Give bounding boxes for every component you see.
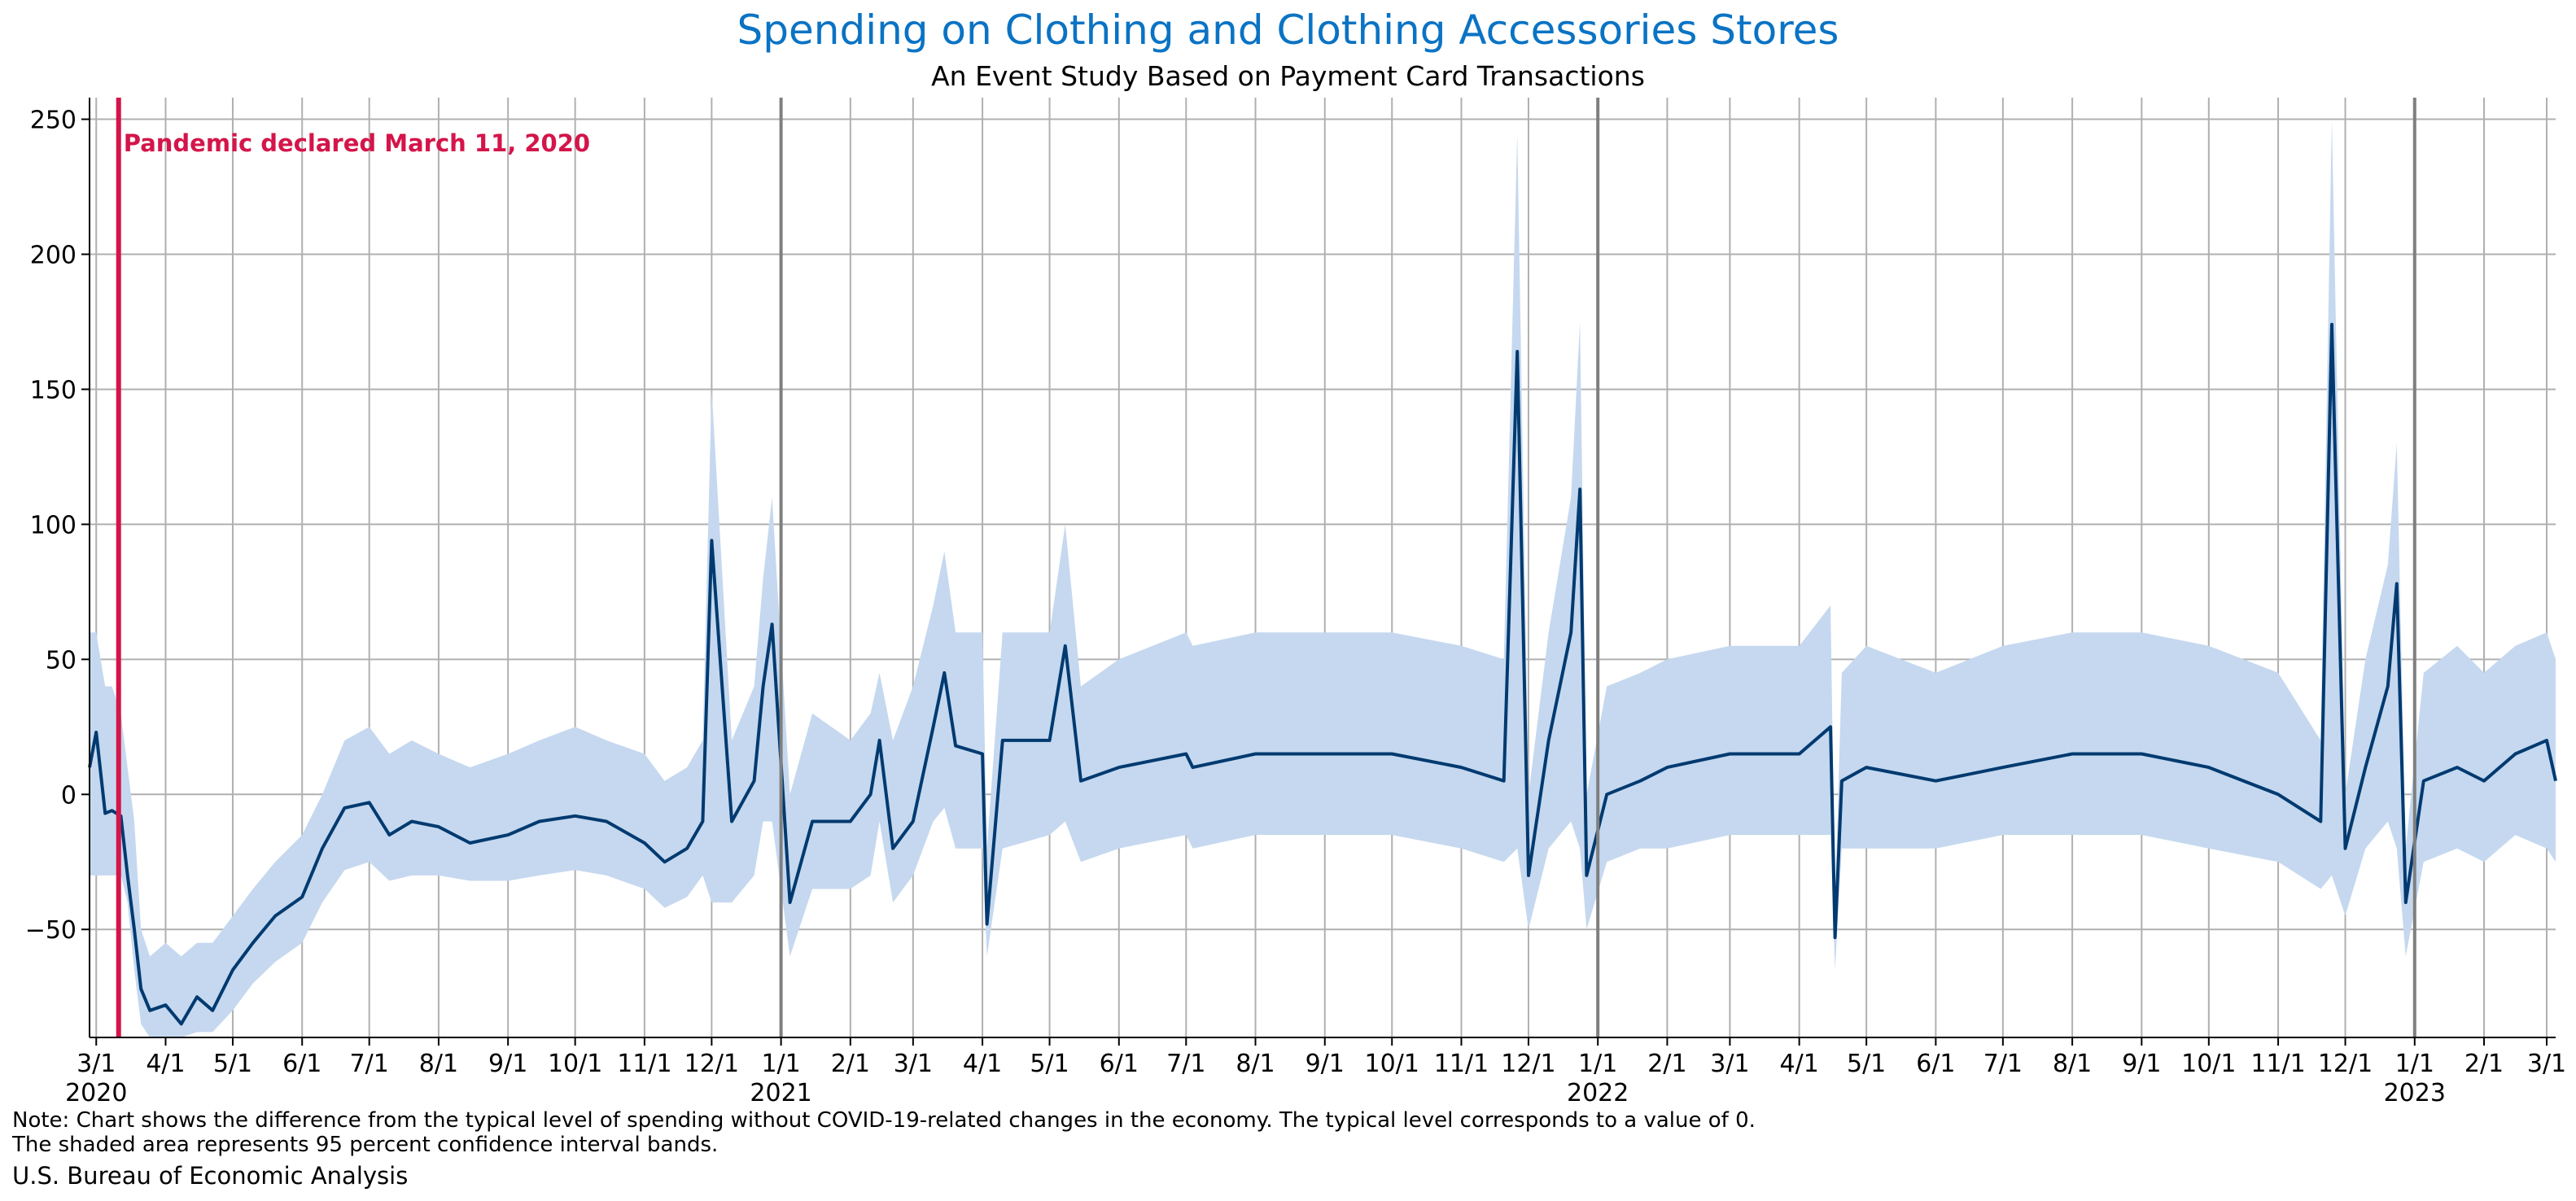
x-tick-label: 11/1: [1434, 1050, 1489, 1078]
x-tick-label: 10/1: [1365, 1050, 1419, 1078]
y-tick-label: 0: [61, 781, 77, 810]
y-tick-label: −50: [25, 916, 77, 945]
x-tick-label: 5/1: [213, 1050, 252, 1078]
x-tick-label: 2/1: [831, 1050, 870, 1078]
x-tick-label: 9/1: [488, 1050, 527, 1078]
x-tick-label: 5/1: [1030, 1050, 1069, 1078]
confidence-band: [90, 119, 2556, 1038]
x-tick-label: 5/1: [1847, 1050, 1886, 1078]
chart-note-line2: The shaded area represents 95 percent co…: [12, 1133, 719, 1157]
x-year-label: 2022: [1567, 1079, 1629, 1107]
axis-layer: −50 0 50 100 150 200 250 3/1 4/1 5/1 6/1 7/1 8/1 9/1 1…: [25, 98, 2566, 1107]
x-tick-label: 4/1: [1780, 1050, 1819, 1078]
x-tick-label: 7/1: [350, 1050, 389, 1078]
x-tick-label: 11/1: [2250, 1050, 2305, 1078]
source-label: U.S. Bureau of Economic Analysis: [12, 1162, 409, 1190]
x-year-label: 2021: [750, 1079, 811, 1107]
x-tick-label: 3/1: [1710, 1050, 1749, 1078]
x-tick-label: 8/1: [2053, 1050, 2092, 1078]
x-tick-label: 1/1: [1578, 1050, 1617, 1078]
y-tick-label: 50: [46, 646, 77, 675]
x-tick-label: 3/1: [894, 1050, 933, 1078]
confidence-band-layer: [90, 119, 2556, 1038]
grid-layer: [90, 98, 2556, 1037]
x-tick-label: 2/1: [2464, 1050, 2504, 1078]
x-tick-label: 7/1: [1166, 1050, 1205, 1078]
spending-line-layer: [88, 322, 2557, 1026]
x-tick-label: 6/1: [1100, 1050, 1139, 1078]
x-tick-label: 12/1: [1501, 1050, 1555, 1078]
x-tick-label: 11/1: [617, 1050, 671, 1078]
x-tick-label: 4/1: [146, 1050, 185, 1078]
x-tick-label: 9/1: [1305, 1050, 1345, 1078]
pandemic-event-label: Pandemic declared March 11, 2020: [124, 129, 590, 157]
x-tick-label: 7/1: [1983, 1050, 2023, 1078]
x-tick-label: 6/1: [1916, 1050, 1955, 1078]
chart-title: Spending on Clothing and Clothing Access…: [737, 7, 1839, 54]
x-tick-label: 8/1: [419, 1050, 458, 1078]
x-tick-label: 10/1: [2181, 1050, 2236, 1078]
x-tick-label: 3/1: [77, 1050, 116, 1078]
x-tick-label: 1/1: [761, 1050, 800, 1078]
x-tick-label: 6/1: [282, 1050, 321, 1078]
x-tick-label: 12/1: [684, 1050, 739, 1078]
x-tick-label: 2/1: [1647, 1050, 1686, 1078]
y-tick-label: 200: [30, 242, 77, 270]
chart-note-line1: Note: Chart shows the difference from th…: [12, 1108, 1756, 1133]
x-year-label: 2020: [65, 1079, 127, 1107]
x-tick-label: 10/1: [548, 1050, 602, 1078]
y-tick-label: 100: [30, 511, 77, 539]
x-tick-label: 4/1: [963, 1050, 1002, 1078]
y-tick-label: 250: [30, 107, 77, 135]
y-tick-label: 150: [30, 376, 77, 404]
x-tick-label: 3/1: [2527, 1050, 2566, 1078]
x-tick-label: 1/1: [2395, 1050, 2434, 1078]
x-tick-label: 8/1: [1236, 1050, 1275, 1078]
x-tick-label: 12/1: [2318, 1050, 2373, 1078]
x-year-label: 2023: [2384, 1079, 2446, 1107]
chart-subtitle: An Event Study Based on Payment Card Tra…: [931, 60, 1645, 92]
event-layer: Pandemic declared March 11, 2020: [116, 98, 2416, 1037]
x-tick-label: 9/1: [2122, 1050, 2161, 1078]
spending-line: [88, 322, 2557, 1026]
